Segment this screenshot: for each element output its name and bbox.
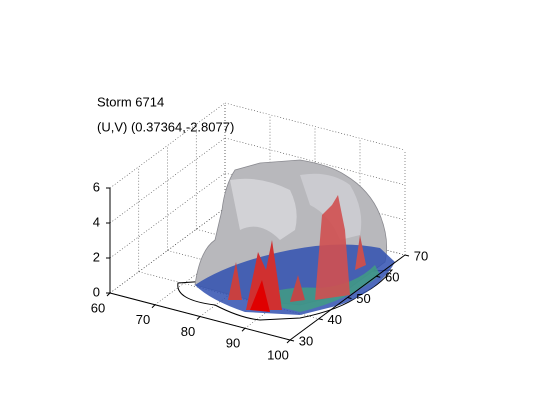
x-tick-label: 90 <box>226 336 240 351</box>
y-tick-label: 40 <box>328 312 342 327</box>
z-tick-label: 4 <box>93 214 100 229</box>
grid-line <box>224 137 406 186</box>
red-spike <box>228 262 242 300</box>
y-tick <box>404 254 410 257</box>
x-tick-label: 100 <box>267 347 289 362</box>
x-tick <box>151 304 156 309</box>
red-spike <box>290 275 305 302</box>
red-spike <box>250 280 270 312</box>
y-tick <box>318 318 323 321</box>
title-line: (U,V) (0.37364,-2.8077) <box>97 119 234 134</box>
axes: 60 70 80 90 100 30 40 50 60 70 0 2 4 6 <box>91 179 428 362</box>
x-tick <box>286 339 291 344</box>
title-line: Storm 6714 <box>97 94 164 109</box>
y-tick-label: 50 <box>356 291 370 306</box>
x-tick-label: 70 <box>136 312 150 327</box>
y-tick-label: 60 <box>385 270 399 285</box>
y-tick-label: 30 <box>299 333 313 348</box>
red-spike <box>355 235 366 270</box>
y-tick <box>376 275 381 278</box>
z-tick-label: 6 <box>93 179 100 194</box>
y-tick <box>289 339 295 342</box>
red-spike <box>246 240 282 310</box>
green-base <box>250 265 380 312</box>
gray-highlight <box>230 178 297 240</box>
y-tick-label: 70 <box>414 248 428 263</box>
surface <box>177 159 395 321</box>
red-spike <box>315 195 350 300</box>
z-tick-label: 0 <box>93 284 100 299</box>
y-tick <box>347 297 352 299</box>
x-tick <box>241 327 246 332</box>
x-tick <box>196 316 201 320</box>
x-tick-label: 60 <box>91 300 105 315</box>
z-tick-label: 2 <box>93 249 100 264</box>
contour <box>177 269 394 321</box>
grid-line <box>224 102 406 151</box>
x-tick-label: 80 <box>181 324 195 339</box>
